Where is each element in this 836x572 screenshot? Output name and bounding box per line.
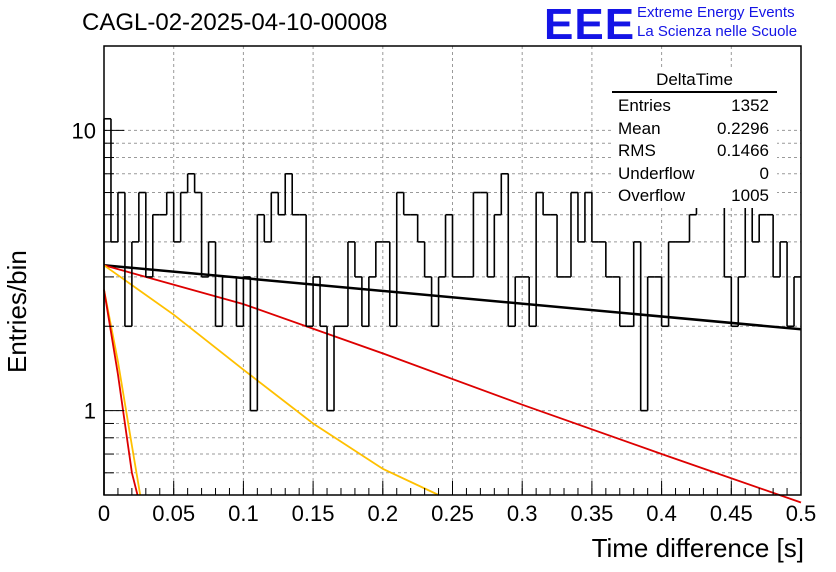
stats-box: DeltaTime Entries 1352 Mean 0.2296 RMS 0.14… [612,70,777,208]
stats-value: 1005 [731,186,769,205]
fit-curves [103,264,802,504]
x-tick-label: 0.3 [507,501,538,526]
y-tick-label: 1 [84,399,96,424]
x-tick-label: 0.1 [228,501,259,526]
stats-row-rms: RMS 0.1466 [612,140,777,163]
chart-title: CAGL-02-2025-04-10-00008 [82,9,388,36]
stats-value: 1352 [731,96,769,115]
x-tick-label: 0.25 [431,501,474,526]
axis-tick-labels: 0 0.05 0.1 0.15 0.2 0.25 0.3 0.35 0.4 0.45 0.5 1 10 [72,118,817,526]
x-tick-label: 0.2 [368,501,399,526]
axis-ticks [103,45,802,496]
y-axis-label: Entries/bin [2,130,33,373]
stats-row-underflow: Underflow 0 [612,163,777,186]
logo-line-2: La Scienza nelle Scuole [637,23,798,40]
x-tick-label: 0.15 [292,501,335,526]
x-tick-label: 0.05 [152,501,195,526]
fit-curve [103,264,439,496]
fit-curve [103,264,802,504]
eee-logo: EEE [544,0,636,49]
eee-logo-text: Extreme Energy Events La Scienza nelle S… [637,3,797,41]
logo-line-1: Extreme Energy Events [637,4,795,21]
fit-curve [103,289,139,496]
stats-label: Mean [618,118,661,138]
stats-row-overflow: Overflow 1005 [612,185,777,208]
stats-value: 0 [759,163,769,183]
stats-label: Entries [618,96,671,115]
stats-title: DeltaTime [612,70,777,93]
stats-label: Underflow [618,163,695,183]
x-tick-label: 0.5 [786,501,817,526]
stats-value: 0.2296 [717,118,769,138]
y-axis-label-text: Entries/bin [2,250,32,373]
stats-row-mean: Mean 0.2296 [612,118,777,141]
x-axis-label: Time difference [s] [591,533,804,563]
x-tick-label: 0.4 [646,501,677,526]
stats-value: 0.1466 [717,141,769,160]
x-tick-label: 0 [98,501,110,526]
stats-label: RMS [618,141,656,160]
fit-curve [103,264,802,331]
x-tick-label: 0.45 [710,501,753,526]
x-tick-label: 0.35 [570,501,613,526]
stats-label: Overflow [618,186,686,205]
y-tick-label: 10 [72,118,96,143]
stats-row-entries: Entries 1352 [612,95,777,118]
fit-curve [103,289,142,496]
